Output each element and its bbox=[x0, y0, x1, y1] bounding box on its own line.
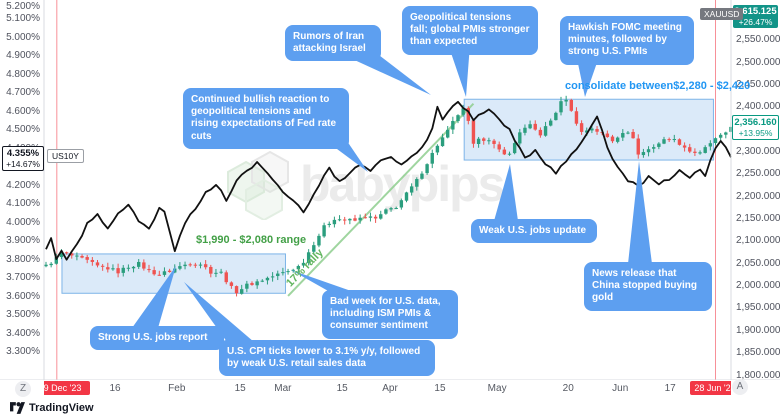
right-axis-tick: 2,150.000 bbox=[736, 213, 780, 225]
annotation-callout[interactable]: Bad week for U.S. data, including ISM PM… bbox=[322, 290, 458, 339]
right-axis-tick: 2,400.000 bbox=[736, 101, 780, 113]
xauusd-last-price-badge: 2,356.160 +13.95% bbox=[732, 115, 779, 140]
callout-tail bbox=[291, 270, 354, 292]
time-axis-tick: Jun bbox=[612, 383, 629, 394]
callout-tail bbox=[448, 44, 470, 97]
left-axis-tick: 4.900% bbox=[6, 50, 40, 61]
left-axis-tick: 4.500% bbox=[6, 124, 40, 135]
us10y-line-series bbox=[45, 100, 732, 261]
left-axis-tick: 4.700% bbox=[6, 87, 40, 98]
xauusd-symbol-tag: XAUUSD bbox=[700, 8, 744, 20]
right-axis-tick: 2,100.000 bbox=[736, 235, 780, 247]
left-axis-tick: 4.100% bbox=[6, 198, 40, 209]
candlestick-series bbox=[44, 95, 733, 297]
time-axis-tick: Apr bbox=[382, 383, 398, 394]
left-axis-tick: 3.800% bbox=[6, 253, 40, 265]
left-axis-tick: 3.600% bbox=[6, 290, 40, 302]
chart-text-note[interactable]: $1,990 - $2,080 range bbox=[196, 234, 307, 246]
babypips-hexagon-logo bbox=[227, 150, 289, 220]
callout-tail bbox=[132, 266, 176, 328]
left-axis-tick: 5.100% bbox=[6, 13, 40, 24]
date-range-label: 19 Dec '23 bbox=[44, 381, 90, 395]
annotation-callout[interactable]: Rumors of Iran attacking Israel bbox=[285, 25, 381, 62]
left-axis-tick: 3.900% bbox=[6, 235, 40, 246]
right-axis-tick: 1,950.000 bbox=[736, 302, 780, 314]
annotation-callout[interactable]: Geopolitical tensions fall; global PMIs … bbox=[402, 6, 538, 55]
left-axis-tick: 4.200% bbox=[6, 179, 40, 191]
right-axis-tick: 1,800.000 bbox=[736, 369, 780, 381]
time-axis-tick: 15 bbox=[336, 383, 348, 394]
annotation-callout[interactable]: Strong U.S. jobs report bbox=[90, 326, 224, 351]
left-axis-tick: 3.300% bbox=[6, 346, 40, 357]
date-range-label: 28 Jun '24 bbox=[690, 381, 731, 395]
annotation-callout[interactable]: Continued bullish reaction to geopolitic… bbox=[183, 88, 349, 149]
right-axis-tick: 1,850.000 bbox=[736, 347, 780, 359]
left-axis-tick: 4.000% bbox=[6, 216, 40, 228]
left-axis-tick: 5.200% bbox=[6, 1, 40, 12]
xauusd-last-change: +13.95% bbox=[738, 128, 773, 138]
right-axis-tick: 2,450.000 bbox=[736, 78, 780, 90]
right-axis-tick: 2,050.000 bbox=[736, 257, 780, 269]
xauusd-current-price: 2,615.125 bbox=[734, 6, 777, 17]
us10y-change: +14.67% bbox=[6, 159, 40, 169]
left-axis-tick: 4.600% bbox=[6, 105, 40, 117]
bottom-bar: TradingView bbox=[0, 398, 780, 418]
time-axis-tick: 15 bbox=[234, 383, 246, 394]
time-axis-tick: 17 bbox=[664, 383, 676, 394]
time-axis[interactable]: 16 Feb 15 Mar 15 Apr 15 May 20 Jun 17 19 Dec '23 28 … bbox=[0, 380, 780, 398]
xauusd-current-change: +26.47% bbox=[738, 17, 773, 27]
xauusd-current-price-badge: 2,615.125 +26.47% bbox=[733, 5, 778, 28]
time-axis-tick: Mar bbox=[274, 383, 292, 394]
right-axis-tick: 2,300.000 bbox=[736, 146, 780, 157]
left-axis-tick: 4.800% bbox=[6, 68, 40, 80]
left-axis-tick: 5.000% bbox=[6, 31, 40, 43]
us10y-symbol-tag: US10Y bbox=[47, 149, 84, 163]
right-axis-tick: 2,200.000 bbox=[736, 190, 780, 202]
us10y-value: 4.355% bbox=[6, 148, 40, 159]
annotation-callout[interactable]: Hawkish FOMC meeting minutes, followed b… bbox=[560, 16, 694, 65]
annotation-callout[interactable]: U.S. CPI ticks lower to 3.1% y/y, follow… bbox=[219, 340, 435, 377]
tradingview-logo-text[interactable]: TradingView bbox=[29, 402, 94, 414]
right-axis-tick: 2,550.000 bbox=[736, 34, 780, 46]
right-axis-tick: 2,500.000 bbox=[736, 56, 780, 68]
chart-text-note[interactable]: consolidate between$2,280 - $2,420 bbox=[565, 80, 751, 92]
right-axis-tick: 2,000.000 bbox=[736, 280, 780, 292]
time-axis-tick: 16 bbox=[109, 383, 121, 394]
auto-scale-button[interactable]: A bbox=[732, 379, 748, 395]
us10y-value-badge: 4.355% +14.67% bbox=[2, 146, 44, 171]
time-axis-tick: May bbox=[487, 383, 507, 394]
callout-tail bbox=[628, 161, 652, 264]
callout-tail bbox=[576, 54, 600, 97]
callout-tail bbox=[494, 164, 518, 221]
xauusd-last-price: 2,356.160 bbox=[734, 117, 777, 128]
tradingview-logo-icon bbox=[10, 402, 25, 414]
left-axis-tick: 3.700% bbox=[6, 272, 40, 283]
right-axis-tick: 1,900.000 bbox=[736, 324, 780, 336]
timezone-button[interactable]: Z bbox=[15, 381, 31, 397]
left-axis-tick: 3.500% bbox=[6, 309, 40, 320]
annotation-callout[interactable]: News release that China stopped buying g… bbox=[584, 262, 712, 311]
callout-tail bbox=[184, 282, 254, 342]
right-axis-tick: 2,250.000 bbox=[736, 168, 780, 180]
time-axis-tick: 15 bbox=[434, 383, 446, 394]
left-axis-tick: 3.400% bbox=[6, 327, 40, 339]
time-axis-tick: Feb bbox=[168, 383, 186, 394]
annotation-callout[interactable]: Weak U.S. jobs update bbox=[471, 219, 597, 244]
time-axis-tick: 20 bbox=[562, 383, 574, 394]
